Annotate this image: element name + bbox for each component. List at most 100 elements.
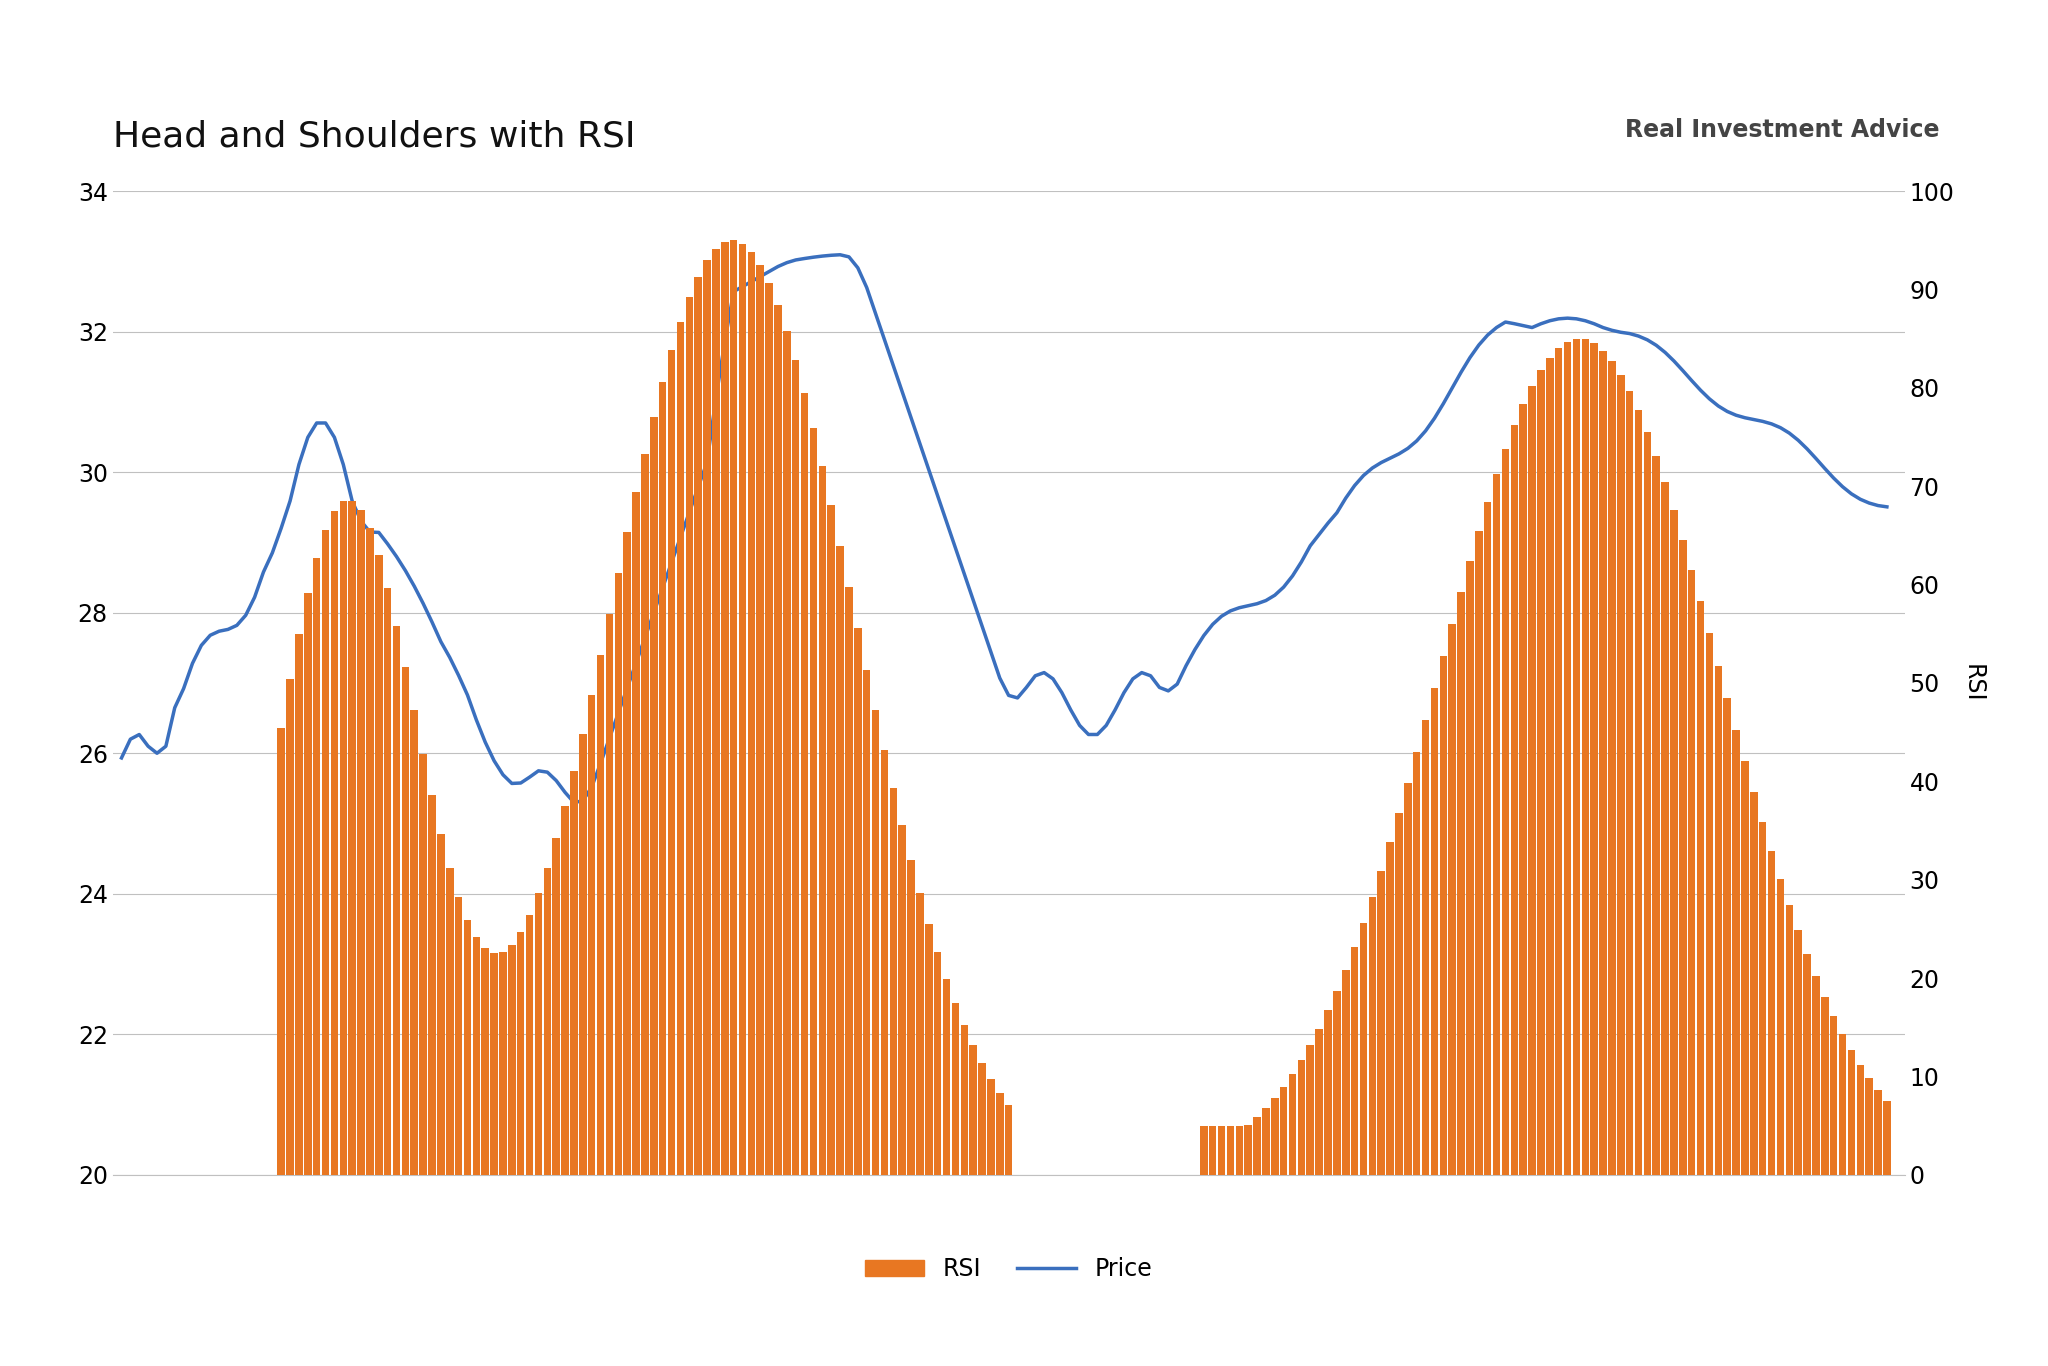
Bar	[748, 251, 756, 1175]
Bar	[428, 795, 436, 1175]
Y-axis label: RSI: RSI	[1960, 664, 1985, 702]
Bar	[934, 952, 942, 1175]
Bar	[995, 1093, 1004, 1175]
Bar	[543, 867, 551, 1175]
Bar	[1538, 370, 1544, 1175]
Bar	[1554, 348, 1563, 1175]
Bar	[899, 825, 905, 1175]
Bar	[1368, 897, 1376, 1175]
Bar	[1006, 1105, 1012, 1175]
Bar	[1573, 339, 1581, 1175]
Bar	[1341, 970, 1350, 1175]
Bar	[836, 546, 844, 1175]
Bar	[827, 505, 836, 1175]
Bar	[1831, 1016, 1837, 1175]
Bar	[1360, 923, 1368, 1175]
Bar	[1724, 698, 1731, 1175]
Bar	[1794, 930, 1802, 1175]
Bar	[1307, 1045, 1315, 1175]
Bar	[1432, 688, 1438, 1175]
Bar	[1395, 813, 1403, 1175]
Bar	[1751, 792, 1757, 1175]
Bar	[1821, 997, 1829, 1175]
Bar	[420, 754, 426, 1175]
Legend: RSI, Price: RSI, Price	[856, 1249, 1161, 1291]
Bar	[436, 833, 444, 1175]
Bar	[1227, 1126, 1235, 1175]
Bar	[1591, 343, 1597, 1175]
Bar	[535, 893, 543, 1175]
Bar	[1706, 634, 1714, 1175]
Bar	[1448, 624, 1456, 1175]
Bar	[872, 710, 879, 1175]
Bar	[1618, 374, 1624, 1175]
Bar	[1219, 1126, 1225, 1175]
Bar	[1634, 410, 1642, 1175]
Bar	[846, 587, 852, 1175]
Bar	[1528, 385, 1536, 1175]
Bar	[446, 867, 453, 1175]
Bar	[649, 417, 657, 1175]
Bar	[526, 915, 532, 1175]
Bar	[1288, 1074, 1296, 1175]
Bar	[1421, 720, 1430, 1175]
Bar	[1245, 1126, 1251, 1175]
Bar	[481, 948, 489, 1175]
Bar	[1386, 843, 1395, 1175]
Bar	[942, 979, 950, 1175]
Bar	[508, 945, 516, 1175]
Bar	[1653, 456, 1661, 1175]
Bar	[774, 305, 782, 1175]
Bar	[987, 1079, 995, 1175]
Bar	[1608, 361, 1616, 1175]
Bar	[1741, 761, 1749, 1175]
Bar	[330, 511, 338, 1175]
Bar	[633, 492, 639, 1175]
Bar	[721, 242, 729, 1175]
Bar	[1733, 729, 1741, 1175]
Bar	[659, 382, 666, 1175]
Bar	[516, 933, 524, 1175]
Bar	[1493, 474, 1501, 1175]
Bar	[1272, 1098, 1278, 1175]
Bar	[614, 574, 623, 1175]
Bar	[668, 350, 676, 1175]
Bar	[1759, 822, 1767, 1175]
Bar	[1200, 1126, 1208, 1175]
Bar	[606, 615, 612, 1175]
Bar	[1485, 501, 1491, 1175]
Bar	[1812, 977, 1821, 1175]
Bar	[356, 511, 365, 1175]
Bar	[686, 298, 692, 1175]
Bar	[1671, 511, 1677, 1175]
Bar	[1599, 351, 1608, 1175]
Bar	[596, 656, 604, 1175]
Bar	[1839, 1034, 1847, 1175]
Bar	[915, 893, 924, 1175]
Bar	[1333, 990, 1341, 1175]
Bar	[500, 952, 506, 1175]
Bar	[1208, 1126, 1217, 1175]
Bar	[1511, 425, 1518, 1175]
Bar	[854, 628, 862, 1175]
Bar	[313, 557, 319, 1175]
Bar	[801, 393, 809, 1175]
Bar	[1679, 540, 1688, 1175]
Bar	[455, 897, 463, 1175]
Bar	[1280, 1087, 1288, 1175]
Bar	[276, 728, 285, 1175]
Bar	[729, 240, 737, 1175]
Bar	[1235, 1126, 1243, 1175]
Bar	[588, 695, 596, 1175]
Bar	[1520, 404, 1528, 1175]
Text: Real Investment Advice: Real Investment Advice	[1624, 117, 1939, 142]
Bar	[1298, 1060, 1305, 1175]
Bar	[1645, 432, 1651, 1175]
Bar	[907, 861, 915, 1175]
Bar	[1565, 342, 1571, 1175]
Bar	[793, 361, 799, 1175]
Bar	[348, 501, 356, 1175]
Bar	[1405, 783, 1411, 1175]
Bar	[569, 772, 578, 1175]
Bar	[1688, 570, 1696, 1175]
